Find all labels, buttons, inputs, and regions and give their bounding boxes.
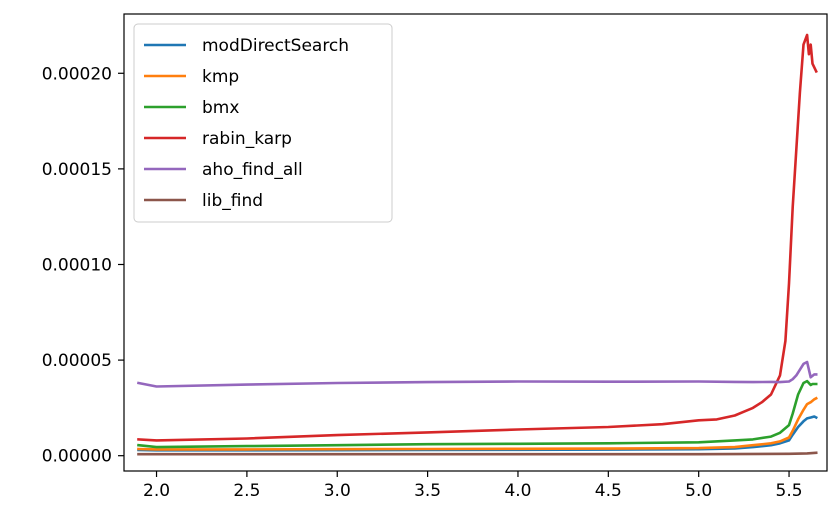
legend-label: rabin_karp	[202, 129, 292, 149]
x-tick-label: 4.5	[595, 481, 622, 501]
legend-label: aho_find_all	[202, 160, 303, 180]
y-tick-label: 0.00005	[42, 351, 112, 371]
y-tick-label: 0.00010	[42, 255, 112, 275]
legend-label: bmx	[202, 98, 239, 118]
series-line-lib-find	[137, 451, 818, 456]
x-tick-label: 2.0	[143, 481, 170, 501]
series-line-kmp	[137, 396, 818, 451]
x-tick-label: 5.5	[776, 481, 803, 501]
series-layer	[136, 33, 818, 456]
x-tick-label: 5.0	[685, 481, 712, 501]
y-axis: 0.00000 0.00005 0.00010 0.00015 0.00020	[42, 64, 124, 467]
plot-frame	[123, 13, 828, 472]
series-line-aho-find-all	[136, 360, 818, 388]
x-tick-label: 3.5	[414, 481, 441, 501]
legend-label: lib_find	[202, 191, 263, 211]
y-tick-label: 0.00015	[42, 160, 112, 180]
series-line-bmx	[137, 379, 818, 449]
series-line-rabin-karp	[137, 33, 818, 442]
legend-label: modDirectSearch	[202, 36, 349, 56]
legend: modDirectSearch kmp bmx rabin_karp aho_find_…	[133, 23, 393, 223]
legend-box	[133, 23, 393, 223]
legend-label: kmp	[202, 67, 239, 87]
y-tick-label: 0.00000	[42, 447, 112, 467]
x-tick-label: 3.0	[324, 481, 351, 501]
x-axis: 2.0 2.5 3.0 3.5 4.0 4.5 5.0 5.5	[143, 471, 803, 501]
x-tick-label: 4.0	[504, 481, 531, 501]
x-tick-label: 2.5	[233, 481, 260, 501]
y-tick-label: 0.00020	[42, 64, 112, 84]
